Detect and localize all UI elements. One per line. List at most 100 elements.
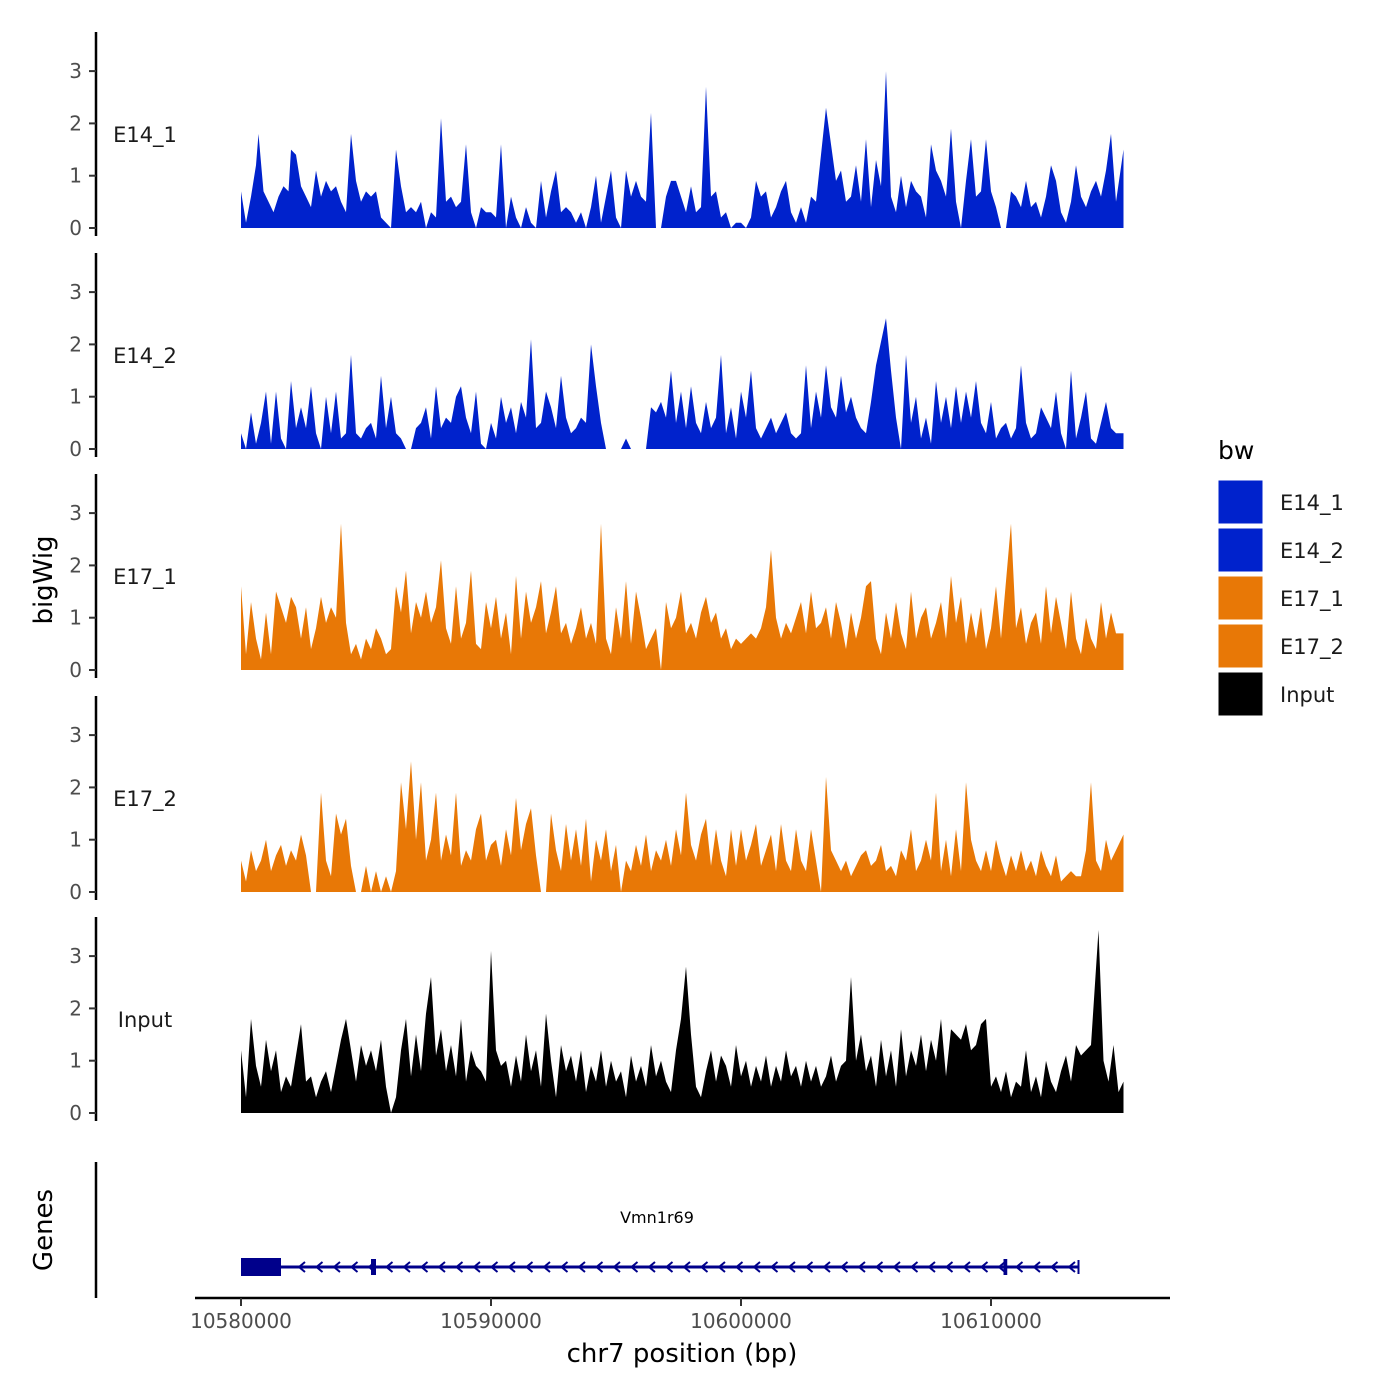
gene-strand-chevron [489,1261,499,1273]
y-tick-label-e14-2-0: 0 [69,437,82,461]
gene-strand-chevron [349,1261,359,1273]
gene-strand-chevron [419,1261,429,1273]
y-tick-label-e14-1-2: 2 [69,111,82,135]
x-tick-label-10580000: 10580000 [190,1309,292,1333]
track-label-e17-1: E17_1 [113,565,177,590]
y-tick-label-e17-2-3: 3 [69,723,82,747]
track-e14-1: 0 1 2 3 E14_1 [69,32,1124,240]
gene-strand-chevron [647,1261,656,1273]
gene-exon-3 [1003,1259,1008,1275]
gene-strand-chevron [1067,1261,1076,1273]
gene-strand-chevron [437,1261,446,1273]
gene-strand-chevron [699,1261,709,1273]
gene-model [241,1258,1080,1276]
gene-strand-chevron [734,1261,744,1273]
gene-strand-chevron [892,1261,901,1273]
gene-exon-1 [241,1258,281,1276]
gene-strand-chevron [594,1261,604,1273]
signal-area-e17-1 [241,523,1124,670]
legend-label-e14-2: E14_2 [1280,539,1344,564]
signal-area-e17-2 [241,761,1124,892]
gene-strand-chevron [839,1261,849,1273]
track-label-e17-2: E17_2 [113,787,177,812]
gene-strand-chevron [822,1261,831,1273]
y-tick-label-e14-2-2: 2 [69,332,82,356]
gene-strand-chevron [577,1261,586,1273]
legend-label-e17-2: E17_2 [1280,635,1344,660]
y-tick-label-e14-2-3: 3 [69,280,82,304]
gene-strand-chevron [314,1261,324,1273]
legend-label-e14-1: E14_1 [1280,491,1344,516]
x-tick-label-10600000: 10600000 [690,1309,792,1333]
y-tick-label-input-1: 1 [69,1049,82,1073]
gene-strand-chevron [542,1261,551,1273]
gene-strand-chevron [629,1261,639,1273]
gene-strand-chevron [944,1261,954,1273]
gene-strand-chevron [507,1261,516,1273]
gene-strand-chevron [524,1261,534,1273]
gene-strand-chevron [857,1261,866,1273]
track-label-e14-1: E14_1 [113,123,177,148]
y-tick-label-e17-2-0: 0 [69,880,82,904]
gene-strand-chevron [472,1261,481,1273]
y-tick-label-input-3: 3 [69,944,82,968]
gene-strand-chevron [1032,1261,1041,1273]
gene-panel-title: Genes [29,1189,59,1271]
legend-swatch-e17-1 [1217,575,1264,621]
legend-swatch-input [1217,671,1264,717]
legend-title: bw [1218,436,1254,465]
x-axis: 10580000 10590000 10600000 10610000 chr7 po… [190,1296,1170,1369]
x-tick-label-10610000: 10610000 [940,1309,1042,1333]
track-e17-1: 0 1 2 3 E17_1 [69,474,1124,682]
legend-swatch-e14-1 [1217,479,1264,525]
gene-strand-chevron [297,1261,306,1273]
signal-area-e14-2 [241,318,1124,449]
gene-strand-chevron [997,1261,1006,1273]
y-tick-label-e17-2-2: 2 [69,775,82,799]
y-tick-label-input-2: 2 [69,996,82,1020]
gene-strand-chevron [979,1261,989,1273]
gene-strand-chevron [559,1261,569,1273]
gene-strand-chevron [927,1261,936,1273]
y-tick-label-e14-1-0: 0 [69,216,82,240]
legend-swatch-e17-2 [1217,623,1264,669]
legend-label-input: Input [1280,683,1334,707]
gene-strand-chevron [612,1261,621,1273]
y-tick-label-e14-2-1: 1 [69,385,82,409]
y-axis-title: bigWig [29,535,59,624]
y-tick-label-e17-1-3: 3 [69,501,82,525]
gene-strand-chevron [682,1261,691,1273]
gene-strand-chevron [332,1261,341,1273]
gene-strand-chevron [962,1261,971,1273]
y-tick-label-e17-1-1: 1 [69,606,82,630]
track-label-input: Input [118,1008,172,1032]
track-e14-2: 0 1 2 3 E14_2 [69,253,1124,461]
x-tick-label-10590000: 10590000 [440,1309,542,1333]
y-tick-label-e17-1-0: 0 [69,658,82,682]
gene-strand-chevron [769,1261,779,1273]
gene-strand-chevron [874,1261,884,1273]
gene-strand-chevron [787,1261,796,1273]
x-axis-title: chr7 position (bp) [567,1339,798,1369]
signal-area-input [241,930,1124,1113]
y-tick-label-e17-2-1: 1 [69,828,82,852]
legend-label-e17-1: E17_1 [1280,587,1344,612]
y-tick-label-e17-1-2: 2 [69,553,82,577]
x-ticks: 10580000 10590000 10600000 10610000 [190,1298,1042,1333]
gene-strand-chevron [1049,1261,1059,1273]
track-input: 0 1 2 3 Input [69,917,1124,1125]
gene-strand-chevron [717,1261,726,1273]
gene-label: Vmn1r69 [620,1208,694,1227]
legend-swatch-e14-2 [1217,527,1264,573]
gene-strand-chevron [1014,1261,1024,1273]
signal-tracks: 0 1 2 3 E14_1 0 1 2 3 E14_2 0 1 2 3 E17_1 0 1 2 3 E17_2 0 1 2 3… [69,32,1124,1125]
track-label-e14-2: E14_2 [113,344,177,369]
y-tick-label-e14-1-3: 3 [69,59,82,83]
gene-strand-chevron [909,1261,919,1273]
gene-strand-chevron [402,1261,411,1273]
signal-area-e14-1 [241,71,1124,228]
track-e17-2: 0 1 2 3 E17_2 [69,696,1124,904]
gene-strand-chevron [384,1261,394,1273]
